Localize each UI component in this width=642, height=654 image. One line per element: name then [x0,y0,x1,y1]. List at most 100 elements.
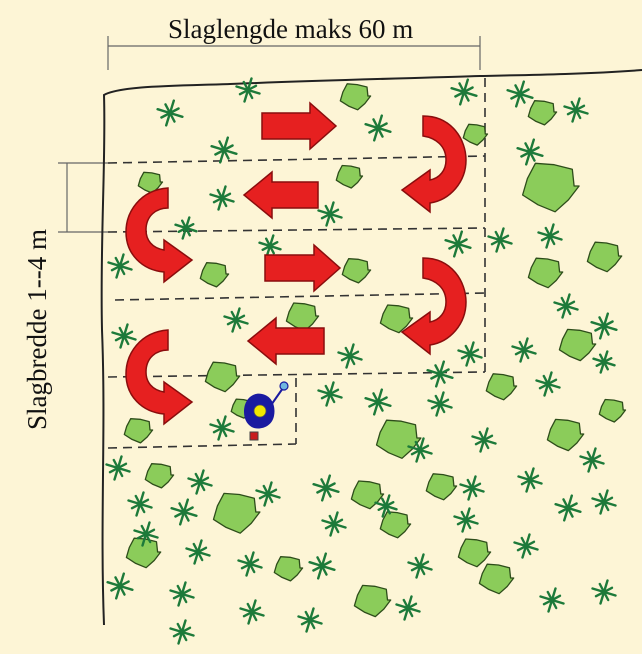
sapling-icon [592,350,616,374]
sapling-icon [223,307,249,333]
sapling-icon [169,581,195,607]
sapling-icon [210,136,238,164]
sapling-icon [444,230,472,258]
sapling-icon [374,494,398,518]
bush-icon [341,258,372,284]
turn-arrows [125,115,467,426]
sapling-icon [407,553,433,579]
sapling-icon [237,551,263,577]
turn-arrow-icon [125,329,194,426]
bush-icon [485,373,518,401]
sapling-icon [459,475,485,501]
bushes [123,83,627,618]
bush-icon [457,538,492,568]
length-label: Slaglengde maks 60 m [168,14,413,44]
sapling-icon [255,481,281,507]
sapling-icon [563,97,589,123]
turn-arrow-icon [400,115,467,214]
sapling-icon [364,114,392,142]
sapling-icon [156,99,184,127]
sapling-icon [591,579,617,605]
sapling-icon [297,607,323,633]
bush-icon [521,162,580,213]
turn-arrow-icon [125,187,194,284]
forest-edge [100,69,642,626]
straight-arrows [242,101,342,366]
bush-icon [353,584,392,618]
bush-icon [425,473,458,501]
sapling-icon [579,447,605,473]
bush-icon [379,304,414,334]
bush-icon [339,83,372,111]
sapling-icon [506,80,534,108]
sapling-icon [450,78,478,106]
length-dimension [107,36,481,70]
sapling-icon [513,533,539,559]
sapling-icon [107,253,133,279]
bush-icon [527,100,558,126]
bush-icon [204,361,241,393]
sapling-icon [209,185,235,211]
turn-arrow-icon [400,257,467,356]
bush-icon [527,257,564,289]
sapling-icon [185,539,211,565]
sapling-icon [554,494,582,522]
sapling-icon [364,388,392,416]
straight-arrow-icon [242,170,319,220]
sapling-icon [511,337,537,363]
saplings [105,77,618,645]
straight-arrow-icon [264,243,342,293]
sapling-icon [457,341,483,367]
sapling-icon [487,227,513,253]
sapling-icon [170,498,198,526]
sapling-icon [591,489,617,515]
sapling-icon [553,293,579,319]
sapling-icon [106,572,134,600]
bush-icon [375,419,422,459]
sapling-icon [453,507,479,533]
bush-icon [285,302,320,332]
sapling-icon [317,381,343,407]
bush-icon [199,262,230,288]
width-label: Slagbredde 1--4 m [22,229,52,430]
sapling-icon [590,312,618,340]
sapling-icon [187,469,213,495]
sapling-icon [535,371,561,397]
sapling-icon [539,587,565,613]
sapling-icon [312,474,340,502]
width-dimension [58,162,110,233]
bush-icon [212,492,261,534]
sapling-icon [127,491,153,517]
sapling-icon [209,415,235,441]
straight-arrow-icon [246,316,325,366]
sapling-icon [427,391,453,417]
bush-icon [379,511,412,539]
sapling-icon [174,216,198,240]
bush-icon [273,556,304,582]
bush-icon [586,241,623,273]
sapling-icon [407,437,433,463]
bush-icon [478,563,515,595]
sapling-icon [471,427,497,453]
sapling-icon [308,552,336,580]
bush-icon [335,164,364,189]
sapling-icon [111,323,137,349]
sapling-icon [426,360,454,388]
sapling-icon [239,599,265,625]
sapling-icon [516,138,544,166]
sapling-icon [169,619,195,645]
bush-icon [123,418,154,444]
sapling-icon [133,521,159,547]
sapling-icon [337,343,363,369]
bush-icon [144,463,175,489]
sapling-icon [235,77,261,103]
bush-icon [125,537,162,569]
sapling-icon [321,511,347,537]
sapling-icon [258,234,282,258]
sapling-icon [317,201,343,227]
sapling-icon [517,467,543,493]
bush-icon [558,328,597,362]
worker-icon [244,381,289,441]
